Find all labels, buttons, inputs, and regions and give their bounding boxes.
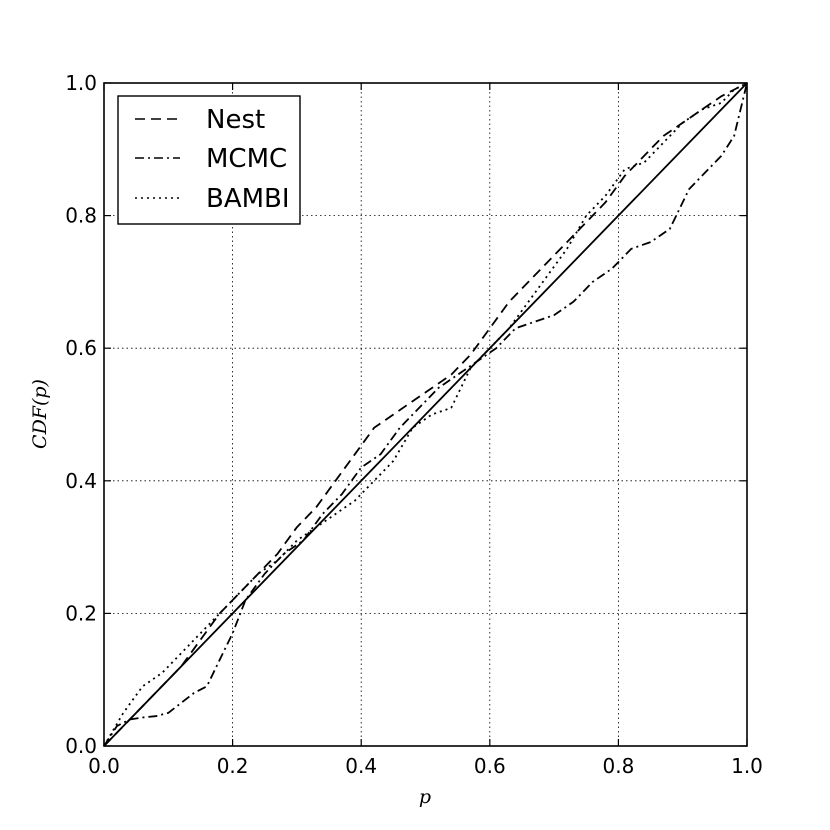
series-line-bambi — [103, 82, 748, 747]
y-axis-label: CDF(p) — [29, 379, 51, 449]
legend-box — [117, 95, 301, 225]
x-tick-label: 0.0 — [88, 754, 120, 778]
ticks: 0.0 0.2 0.4 0.6 0.8 1.0 0.0 0.2 0.4 0.6 0.8 1.0 — [65, 71, 763, 778]
x-tick-label: 0.8 — [602, 754, 634, 778]
y-tick-label: 0.6 — [65, 336, 97, 360]
series-line-reference-diagonal — [103, 82, 748, 747]
x-tick-label: 0.2 — [217, 754, 249, 778]
plot-frame — [103, 82, 748, 747]
legend: Nest MCMC BAMBI — [117, 95, 301, 225]
y-tick-label: 0.2 — [65, 601, 97, 625]
y-tick-label: 1.0 — [65, 71, 97, 95]
y-tick-label: 0.4 — [65, 469, 97, 493]
y-tick-label: 0.0 — [65, 734, 97, 758]
grid — [104, 83, 747, 746]
y-tick-label: 0.8 — [65, 204, 97, 228]
legend-label-nest: Nest — [206, 105, 265, 135]
legend-label-bambi: BAMBI — [206, 184, 290, 214]
x-tick-label: 0.6 — [474, 754, 506, 778]
x-tick-label: 1.0 — [731, 754, 763, 778]
legend-label-mcmc: MCMC — [206, 144, 287, 174]
x-axis-label: p — [419, 786, 431, 808]
x-tick-label: 0.4 — [345, 754, 377, 778]
series-layer — [103, 82, 748, 747]
series-line-mcmc — [103, 82, 748, 747]
